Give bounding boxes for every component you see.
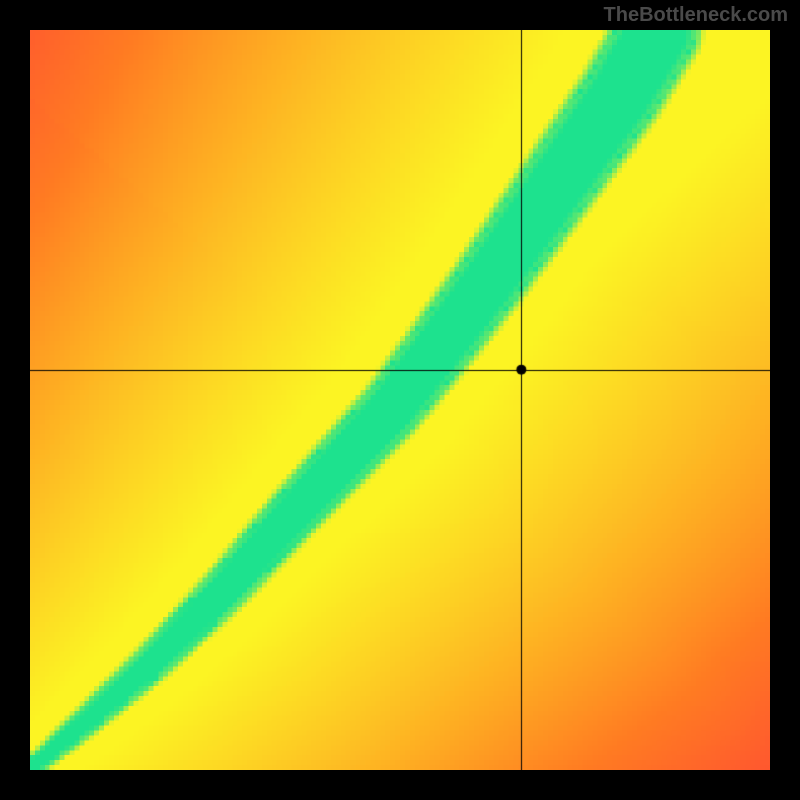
- watermark-text: TheBottleneck.com: [604, 4, 788, 27]
- chart-container: TheBottleneck.com: [0, 0, 800, 800]
- bottleneck-heatmap: [30, 30, 770, 770]
